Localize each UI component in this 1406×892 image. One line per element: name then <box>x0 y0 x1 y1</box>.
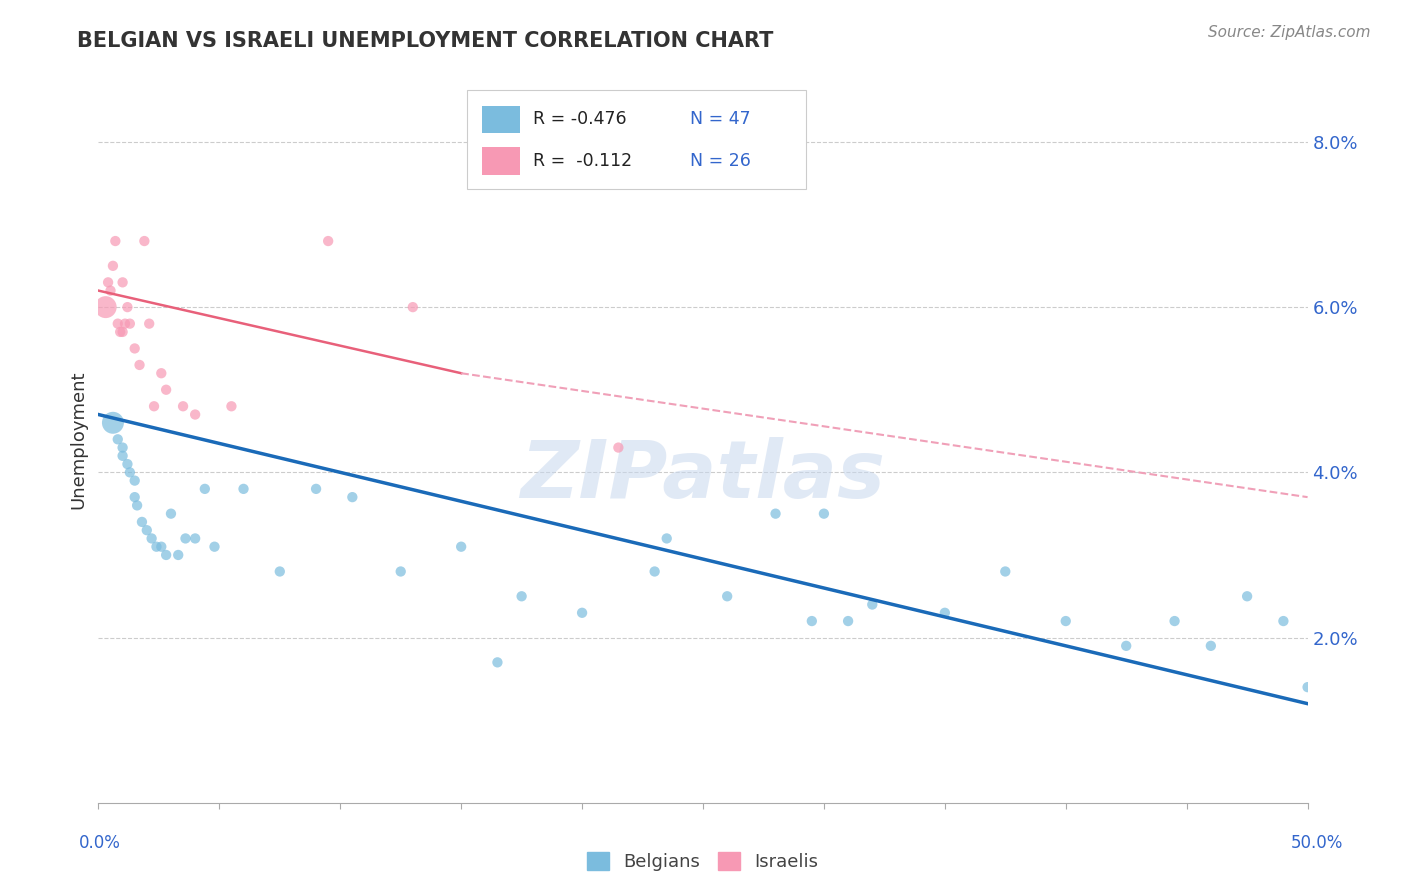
Point <box>101 259 124 273</box>
Point <box>134 234 156 248</box>
Point <box>765 507 787 521</box>
Point <box>716 589 738 603</box>
Point <box>571 606 593 620</box>
Text: R = -0.476: R = -0.476 <box>533 111 626 128</box>
Point <box>1115 639 1137 653</box>
Point <box>131 515 153 529</box>
Point <box>107 317 129 331</box>
Point <box>1236 589 1258 603</box>
Point <box>138 317 160 331</box>
Point <box>124 342 146 356</box>
Point <box>160 507 183 521</box>
Y-axis label: Unemployment: Unemployment <box>69 370 87 508</box>
Text: N = 26: N = 26 <box>690 152 751 169</box>
Point <box>510 589 533 603</box>
Point <box>127 499 149 513</box>
Point <box>124 490 146 504</box>
Text: BELGIAN VS ISRAELI UNEMPLOYMENT CORRELATION CHART: BELGIAN VS ISRAELI UNEMPLOYMENT CORRELAT… <box>77 31 773 51</box>
Point <box>100 284 122 298</box>
Point <box>655 532 678 546</box>
Text: Source: ZipAtlas.com: Source: ZipAtlas.com <box>1208 25 1371 40</box>
Text: R =  -0.112: R = -0.112 <box>533 152 631 169</box>
Point <box>644 565 666 579</box>
Point <box>107 432 129 446</box>
Point <box>204 540 226 554</box>
Bar <box>482 147 520 175</box>
Text: ZIPatlas: ZIPatlas <box>520 437 886 515</box>
Point <box>269 565 291 579</box>
Point <box>150 366 173 380</box>
Point <box>184 532 207 546</box>
Point <box>305 482 328 496</box>
Point <box>994 565 1017 579</box>
Point <box>232 482 254 496</box>
Point <box>141 532 163 546</box>
Point <box>194 482 217 496</box>
Point <box>1054 614 1077 628</box>
Point <box>1296 680 1319 694</box>
Bar <box>482 105 520 133</box>
Point <box>837 614 859 628</box>
Point <box>174 532 197 546</box>
Point <box>111 441 134 455</box>
Point <box>316 234 339 248</box>
Point <box>117 457 139 471</box>
Point <box>813 507 835 521</box>
Point <box>934 606 956 620</box>
Point <box>1272 614 1295 628</box>
Text: 0.0%: 0.0% <box>79 834 121 852</box>
Point <box>450 540 472 554</box>
Point <box>607 441 630 455</box>
Point <box>143 399 166 413</box>
Point <box>114 317 136 331</box>
Point <box>167 548 190 562</box>
Point <box>128 358 150 372</box>
Point <box>860 598 883 612</box>
Point <box>118 317 141 331</box>
Point <box>155 383 177 397</box>
Point <box>104 234 127 248</box>
Bar <box>467 90 806 188</box>
Point <box>111 276 134 290</box>
Point <box>135 523 157 537</box>
Legend: Belgians, Israelis: Belgians, Israelis <box>581 846 825 879</box>
Text: 50.0%: 50.0% <box>1291 834 1343 852</box>
Point <box>101 416 124 430</box>
Point <box>97 276 120 290</box>
Point <box>118 466 141 480</box>
Point <box>342 490 364 504</box>
Point <box>111 449 134 463</box>
Text: N = 47: N = 47 <box>690 111 751 128</box>
Point <box>150 540 173 554</box>
Point <box>117 300 139 314</box>
Point <box>1199 639 1222 653</box>
Point <box>184 408 207 422</box>
Point <box>474 176 496 190</box>
Point <box>800 614 823 628</box>
Point <box>172 399 194 413</box>
Point <box>124 474 146 488</box>
Point <box>155 548 177 562</box>
Point <box>145 540 167 554</box>
Point <box>402 300 425 314</box>
Point <box>1163 614 1185 628</box>
Point <box>389 565 412 579</box>
Point <box>108 325 131 339</box>
Point <box>221 399 243 413</box>
Point <box>486 656 509 670</box>
Point <box>111 325 134 339</box>
Point <box>94 300 117 314</box>
